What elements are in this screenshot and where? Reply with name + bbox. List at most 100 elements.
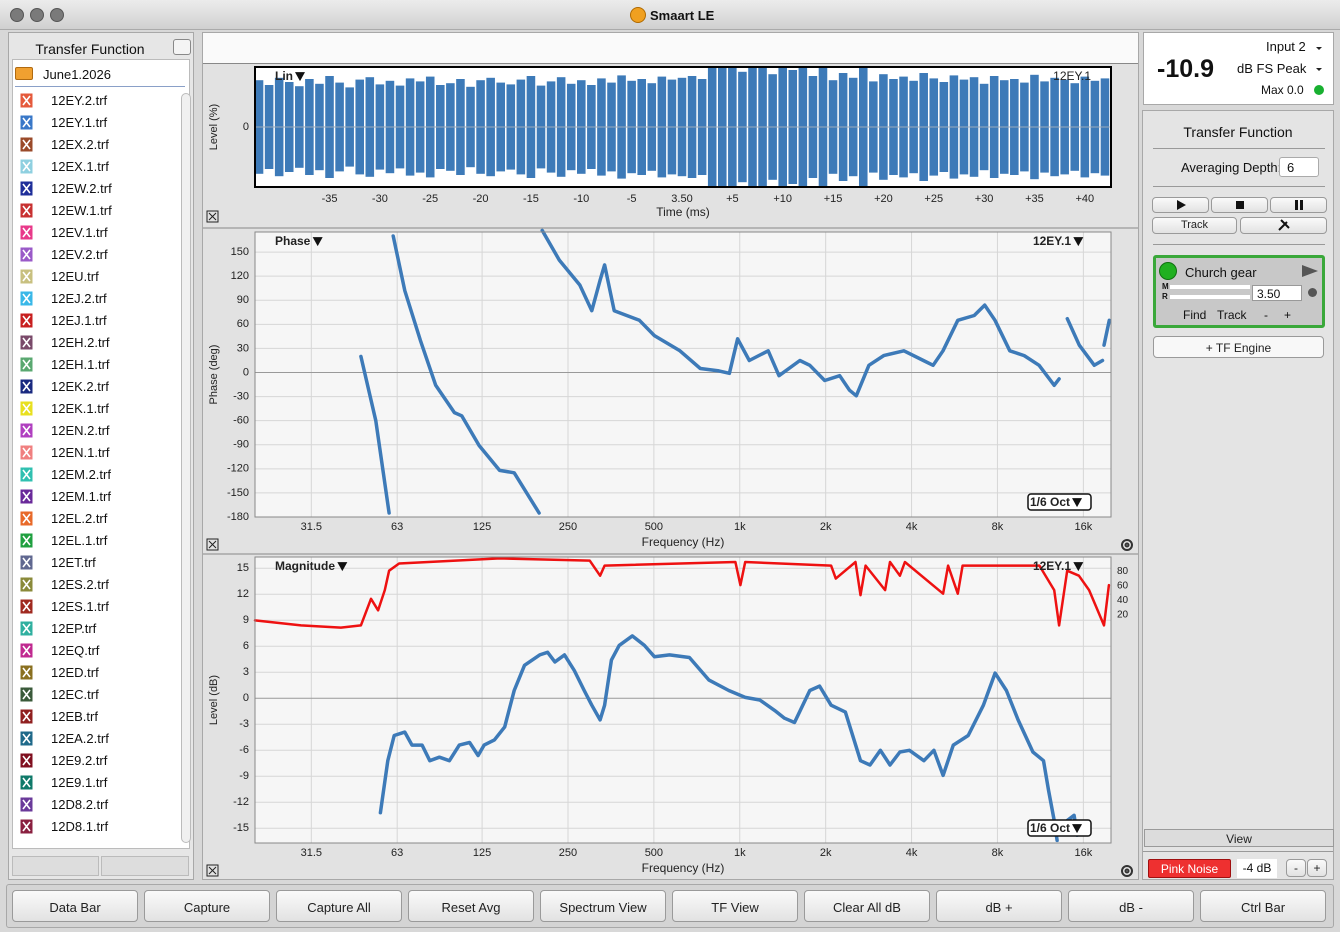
plot-menu[interactable]: Phase bbox=[275, 234, 311, 248]
add-engine-button[interactable]: + TF Engine bbox=[1153, 336, 1324, 358]
toolbar-button[interactable]: Data Bar bbox=[12, 890, 138, 922]
file-icon bbox=[19, 752, 34, 769]
file-row[interactable]: 12E9.1.trf bbox=[19, 772, 187, 794]
toolbar-button[interactable]: Capture bbox=[144, 890, 270, 922]
file-row[interactable]: 12EJ.1.trf bbox=[19, 310, 187, 332]
settings-icon[interactable] bbox=[1121, 539, 1133, 551]
level-up[interactable]: + bbox=[1307, 859, 1327, 877]
smoothing-label[interactable]: 1/6 Oct bbox=[1030, 821, 1070, 835]
sidebar-menu[interactable] bbox=[173, 39, 191, 55]
file-row[interactable]: 12EC.trf bbox=[19, 684, 187, 706]
play-button[interactable] bbox=[1152, 197, 1209, 213]
engine-play[interactable] bbox=[1301, 264, 1319, 278]
pause-button[interactable] bbox=[1270, 197, 1327, 213]
file-row[interactable]: 12EW.2.trf bbox=[19, 178, 187, 200]
toolbar-button[interactable]: Reset Avg bbox=[408, 890, 534, 922]
toolbar-button[interactable]: dB + bbox=[936, 890, 1062, 922]
file-row[interactable]: 12E9.2.trf bbox=[19, 750, 187, 772]
close-icon[interactable] bbox=[206, 864, 219, 877]
level-down[interactable]: - bbox=[1286, 859, 1306, 877]
file-row[interactable]: 12ET.trf bbox=[19, 552, 187, 574]
file-row[interactable]: 12EN.2.trf bbox=[19, 420, 187, 442]
trash-button[interactable] bbox=[101, 856, 189, 876]
file-row[interactable]: 12D8.2.trf bbox=[19, 794, 187, 816]
reference-label[interactable]: 12EY.1 bbox=[1033, 234, 1071, 248]
close-button[interactable] bbox=[10, 8, 24, 22]
toolbar-button[interactable]: Spectrum View bbox=[540, 890, 666, 922]
reference-label[interactable]: 12EY.1 bbox=[1053, 69, 1091, 83]
file-row[interactable]: 12EK.2.trf bbox=[19, 376, 187, 398]
file-row[interactable]: 12ED.trf bbox=[19, 662, 187, 684]
reference-label[interactable]: 12EY.1 bbox=[1033, 559, 1071, 573]
find-button[interactable]: Find bbox=[1183, 308, 1207, 322]
toolbar-button[interactable]: dB - bbox=[1068, 890, 1194, 922]
file-row[interactable]: 12EV.2.trf bbox=[19, 244, 187, 266]
minimize-button[interactable] bbox=[30, 8, 44, 22]
file-icon bbox=[19, 664, 34, 681]
view-button[interactable]: View bbox=[1144, 829, 1334, 847]
dropdown-arrow bbox=[1072, 824, 1083, 834]
file-row[interactable]: 12EY.2.trf bbox=[19, 90, 187, 112]
file-icon bbox=[19, 642, 34, 659]
file-row[interactable]: 12EA.2.trf bbox=[19, 728, 187, 750]
file-row[interactable]: 12EL.1.trf bbox=[19, 530, 187, 552]
generator-level[interactable]: -4 dB bbox=[1237, 859, 1277, 878]
tools-button[interactable] bbox=[1240, 217, 1327, 234]
file-row[interactable]: 12EP.trf bbox=[19, 618, 187, 640]
meter-unit[interactable]: dB FS Peak bbox=[1237, 61, 1307, 76]
file-row[interactable]: 12EM.2.trf bbox=[19, 464, 187, 486]
file-name: 12D8.1.trf bbox=[51, 819, 109, 834]
file-row[interactable]: 12EY.1.trf bbox=[19, 112, 187, 134]
file-row[interactable]: 12ES.1.trf bbox=[19, 596, 187, 618]
file-row[interactable]: 12ES.2.trf bbox=[19, 574, 187, 596]
plot-menu[interactable]: Magnitude bbox=[275, 559, 335, 573]
file-row[interactable]: 12EM.1.trf bbox=[19, 486, 187, 508]
file-row[interactable]: 12EH.2.trf bbox=[19, 332, 187, 354]
file-row[interactable]: 12EK.1.trf bbox=[19, 398, 187, 420]
file-icon-mark bbox=[22, 711, 31, 722]
file-row[interactable]: 12EV.1.trf bbox=[19, 222, 187, 244]
divider bbox=[1153, 186, 1325, 187]
toolbar-button[interactable]: TF View bbox=[672, 890, 798, 922]
file-row[interactable]: 12EQ.trf bbox=[19, 640, 187, 662]
x-tick-label: -25 bbox=[422, 193, 438, 205]
file-row[interactable]: 12EL.2.trf bbox=[19, 508, 187, 530]
pink-noise-button[interactable]: Pink Noise bbox=[1148, 859, 1231, 878]
x-tick-label: -5 bbox=[627, 193, 637, 205]
plus-button[interactable]: + bbox=[1284, 308, 1292, 322]
file-icon bbox=[19, 268, 34, 285]
minus-button[interactable]: - bbox=[1264, 308, 1268, 322]
stop-button[interactable] bbox=[1211, 197, 1268, 213]
file-row[interactable]: 12EW.1.trf bbox=[19, 200, 187, 222]
track-button[interactable]: Track bbox=[1152, 217, 1237, 234]
zoom-button[interactable] bbox=[50, 8, 64, 22]
scrollbar[interactable] bbox=[181, 93, 191, 843]
file-row[interactable]: 12EU.trf bbox=[19, 266, 187, 288]
x-tick-label: 500 bbox=[645, 521, 663, 533]
toolbar-button[interactable]: Ctrl Bar bbox=[1200, 890, 1326, 922]
delay-field[interactable]: 3.50 bbox=[1252, 285, 1302, 301]
y-tick-label: 6 bbox=[243, 640, 249, 652]
file-row[interactable]: 12EN.1.trf bbox=[19, 442, 187, 464]
file-row[interactable]: 12EH.1.trf bbox=[19, 354, 187, 376]
toolbar-button[interactable]: Capture All bbox=[276, 890, 402, 922]
y-axis-label: Level (%) bbox=[208, 104, 220, 150]
file-row[interactable]: 12EJ.2.trf bbox=[19, 288, 187, 310]
toolbar-button[interactable]: Clear All dB bbox=[804, 890, 930, 922]
file-row[interactable]: 12D8.1.trf bbox=[19, 816, 187, 838]
close-icon[interactable] bbox=[206, 210, 219, 223]
file-row[interactable]: 12EB.trf bbox=[19, 706, 187, 728]
info-button[interactable] bbox=[12, 856, 99, 876]
averaging-select[interactable]: 6 bbox=[1279, 157, 1319, 177]
plot-menu[interactable]: Lin bbox=[275, 69, 293, 83]
file-row[interactable]: 12EX.2.trf bbox=[19, 134, 187, 156]
smoothing-label[interactable]: 1/6 Oct bbox=[1030, 495, 1070, 509]
close-icon[interactable] bbox=[206, 538, 219, 551]
folder-name[interactable]: June1.2026 bbox=[43, 67, 111, 82]
file-row[interactable]: 12EX.1.trf bbox=[19, 156, 187, 178]
track-toggle[interactable]: Track bbox=[1217, 308, 1247, 322]
input-select[interactable]: Input 2 bbox=[1266, 39, 1306, 54]
settings-icon[interactable] bbox=[1121, 865, 1133, 877]
file-icon-mark bbox=[22, 733, 31, 744]
engine-led[interactable] bbox=[1159, 262, 1177, 280]
